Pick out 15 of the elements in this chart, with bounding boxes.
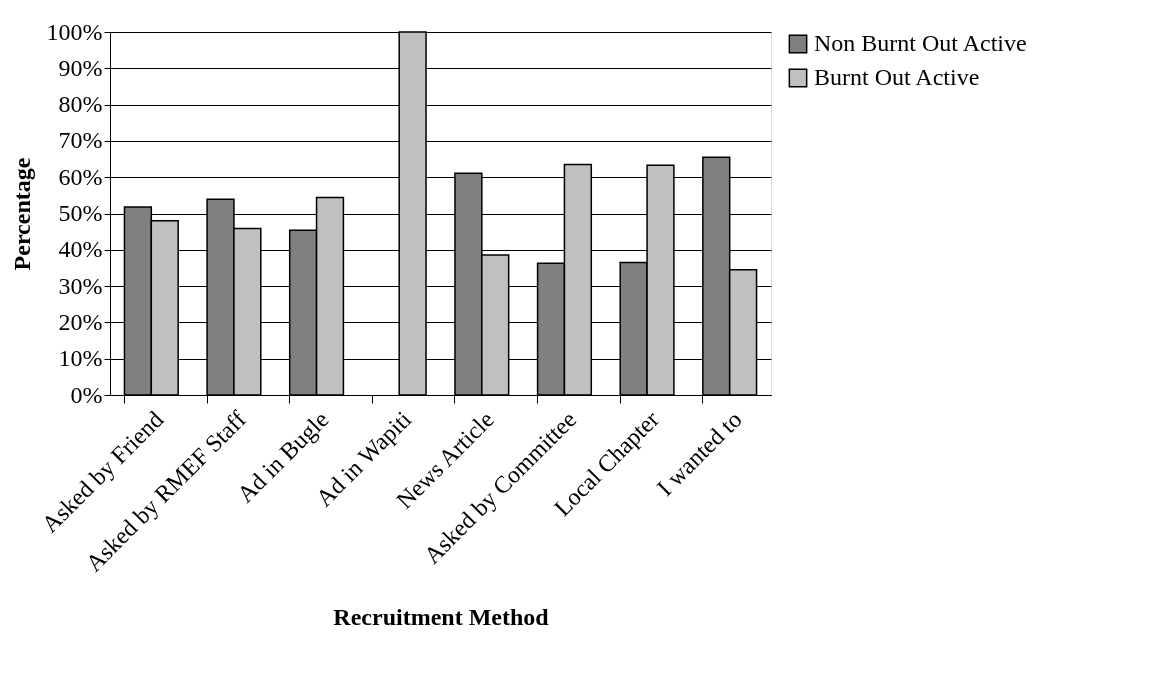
y-tick-label: 20%: [58, 308, 103, 335]
legend-label: Non Burnt Out Active: [814, 30, 1027, 56]
y-axis-title: Percentage: [8, 157, 35, 271]
y-tick-label: 70%: [58, 127, 103, 154]
legend-label: Burnt Out Active: [814, 64, 980, 90]
y-tick-label: 10%: [58, 345, 103, 372]
y-tick-label: 90%: [58, 54, 103, 81]
y-tick-label: 100%: [46, 18, 103, 45]
x-axis-title: Recruitment Method: [333, 604, 550, 631]
y-tick-label: 0%: [70, 381, 103, 408]
y-tick-label: 50%: [58, 200, 103, 226]
y-tick-label: 60%: [58, 163, 103, 190]
y-tick-label: 40%: [58, 236, 103, 263]
y-tick-label: 30%: [58, 272, 103, 299]
y-tick-label: 80%: [58, 91, 103, 118]
